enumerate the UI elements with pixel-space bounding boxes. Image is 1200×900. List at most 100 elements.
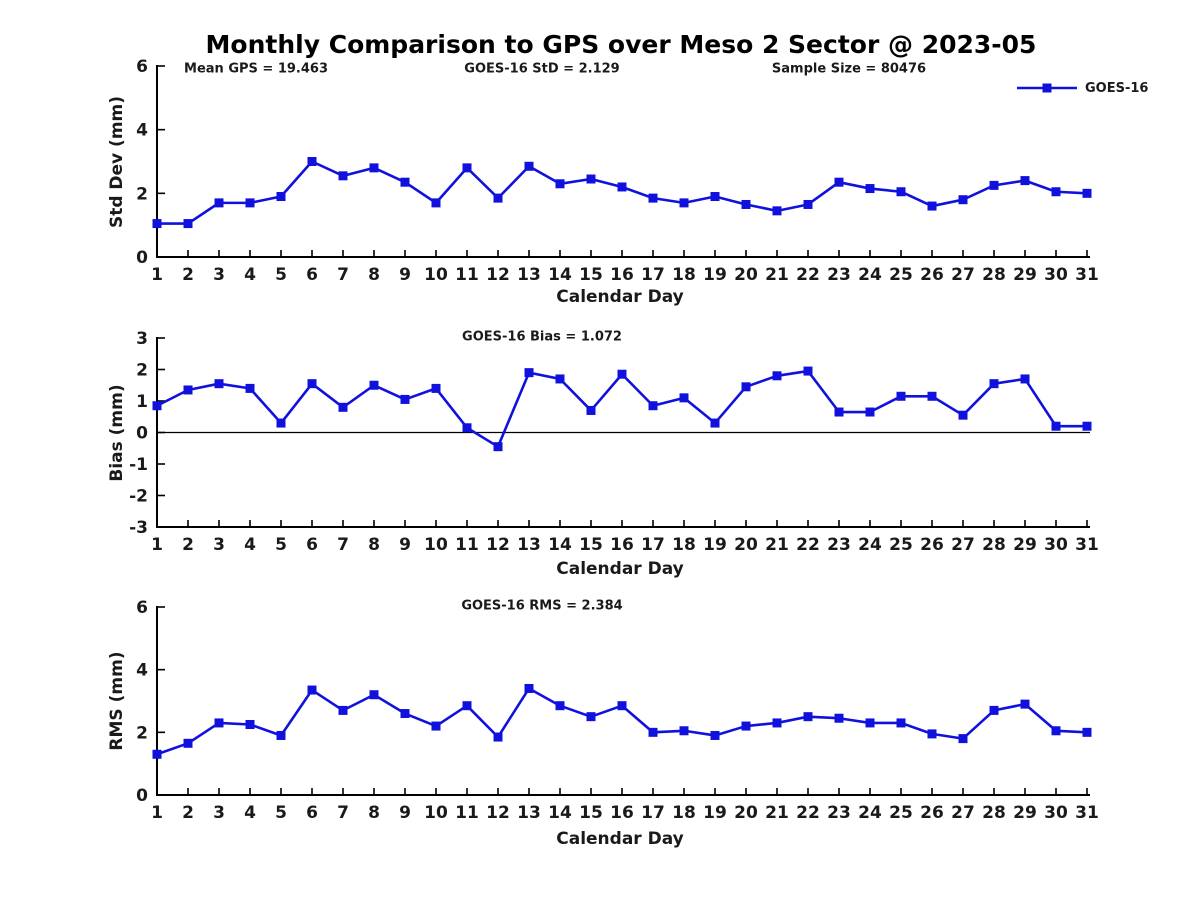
data-point: [865, 407, 875, 417]
x-tick-label: 24: [858, 535, 882, 555]
data-point: [617, 701, 627, 711]
data-point: [648, 727, 658, 737]
y-tick-label: 2: [136, 361, 148, 381]
data-point: [958, 195, 968, 205]
x-tick-label: 27: [951, 265, 975, 285]
x-tick-label: 11: [455, 803, 479, 823]
data-point: [741, 721, 751, 731]
x-tick-label: 20: [734, 265, 758, 285]
data-point: [214, 379, 224, 389]
x-tick-label: 25: [889, 265, 913, 285]
x-tick-label: 5: [275, 535, 287, 555]
x-tick-label: 28: [982, 265, 1006, 285]
x-tick-label: 20: [734, 535, 758, 555]
x-tick-label: 9: [399, 535, 411, 555]
data-point: [896, 187, 906, 197]
data-point: [183, 219, 193, 229]
data-point: [1051, 421, 1061, 431]
x-tick-label: 21: [765, 535, 789, 555]
x-tick-label: 15: [579, 265, 603, 285]
x-tick-label: 16: [610, 535, 634, 555]
data-line: [155, 687, 1089, 756]
data-point: [1051, 726, 1061, 736]
data-point: [586, 405, 596, 415]
x-tick-label: 26: [920, 265, 944, 285]
data-point: [803, 366, 813, 376]
data-point: [989, 379, 999, 389]
legend-line-sample: [1017, 83, 1077, 93]
data-point: [555, 701, 565, 711]
y-tick-label: 4: [136, 661, 148, 681]
data-point: [338, 171, 348, 181]
data-point: [741, 199, 751, 209]
y-tick-label: 0: [136, 424, 148, 444]
x-tick-label: 31: [1075, 535, 1099, 555]
x-tick-label: 10: [424, 803, 448, 823]
x-tick-label: 21: [765, 803, 789, 823]
x-tick-label: 22: [796, 265, 820, 285]
x-tick-label: 11: [455, 535, 479, 555]
x-tick-label: 24: [858, 803, 882, 823]
x-tick-label: 18: [672, 265, 696, 285]
data-point: [989, 705, 999, 715]
x-tick-label: 18: [672, 535, 696, 555]
annotation-goes16-std: GOES-16 StD = 2.129: [464, 61, 620, 77]
data-point: [369, 690, 379, 700]
data-point: [927, 391, 937, 401]
x-tick-label: 13: [517, 535, 541, 555]
x-tick-label: 19: [703, 535, 727, 555]
x-tick-label: 25: [889, 803, 913, 823]
data-point: [896, 718, 906, 728]
data-point: [679, 726, 689, 736]
x-tick-label: 6: [306, 535, 318, 555]
x-tick-label: 19: [703, 803, 727, 823]
data-point: [648, 193, 658, 203]
x-tick-label: 10: [424, 265, 448, 285]
data-point: [586, 712, 596, 722]
x-tick-label: 22: [796, 803, 820, 823]
data-point: [493, 193, 503, 203]
data-point: [307, 157, 317, 166]
data-point: [741, 382, 751, 392]
data-point: [276, 730, 286, 740]
data-point: [772, 206, 782, 216]
y-tick-label: 0: [136, 786, 148, 806]
data-point: [679, 393, 689, 403]
data-point: [710, 192, 720, 202]
data-line: [155, 369, 1089, 448]
data-point: [400, 177, 410, 187]
x-tick-label: 6: [306, 265, 318, 285]
data-point: [369, 380, 379, 390]
x-tick-label: 14: [548, 265, 572, 285]
y-tick-label: 2: [136, 723, 148, 743]
x-tick-label: 16: [610, 803, 634, 823]
data-point: [865, 718, 875, 728]
data-point: [245, 198, 255, 208]
data-point: [307, 685, 317, 695]
x-axis-label-1: Calendar Day: [556, 287, 684, 307]
x-tick-label: 8: [368, 535, 380, 555]
data-point: [648, 401, 658, 411]
x-tick-label: 8: [368, 265, 380, 285]
data-point: [772, 371, 782, 381]
x-tick-label: 16: [610, 265, 634, 285]
x-tick-label: 3: [213, 803, 225, 823]
data-point: [710, 730, 720, 740]
x-tick-label: 28: [982, 803, 1006, 823]
annotation-mean-gps: Mean GPS = 19.463: [184, 61, 328, 77]
x-tick-label: 26: [920, 535, 944, 555]
y-tick-label: 3: [136, 329, 148, 349]
data-point: [431, 198, 441, 208]
x-tick-label: 21: [765, 265, 789, 285]
data-point: [958, 734, 968, 744]
data-point: [679, 198, 689, 208]
data-point: [1051, 187, 1061, 197]
x-axis-label-3: Calendar Day: [556, 829, 684, 849]
data-point: [617, 369, 627, 379]
x-tick-label: 17: [641, 265, 665, 285]
x-tick-label: 15: [579, 803, 603, 823]
y-tick-label: 0: [136, 248, 148, 268]
x-tick-label: 4: [244, 535, 256, 555]
data-point: [896, 391, 906, 401]
